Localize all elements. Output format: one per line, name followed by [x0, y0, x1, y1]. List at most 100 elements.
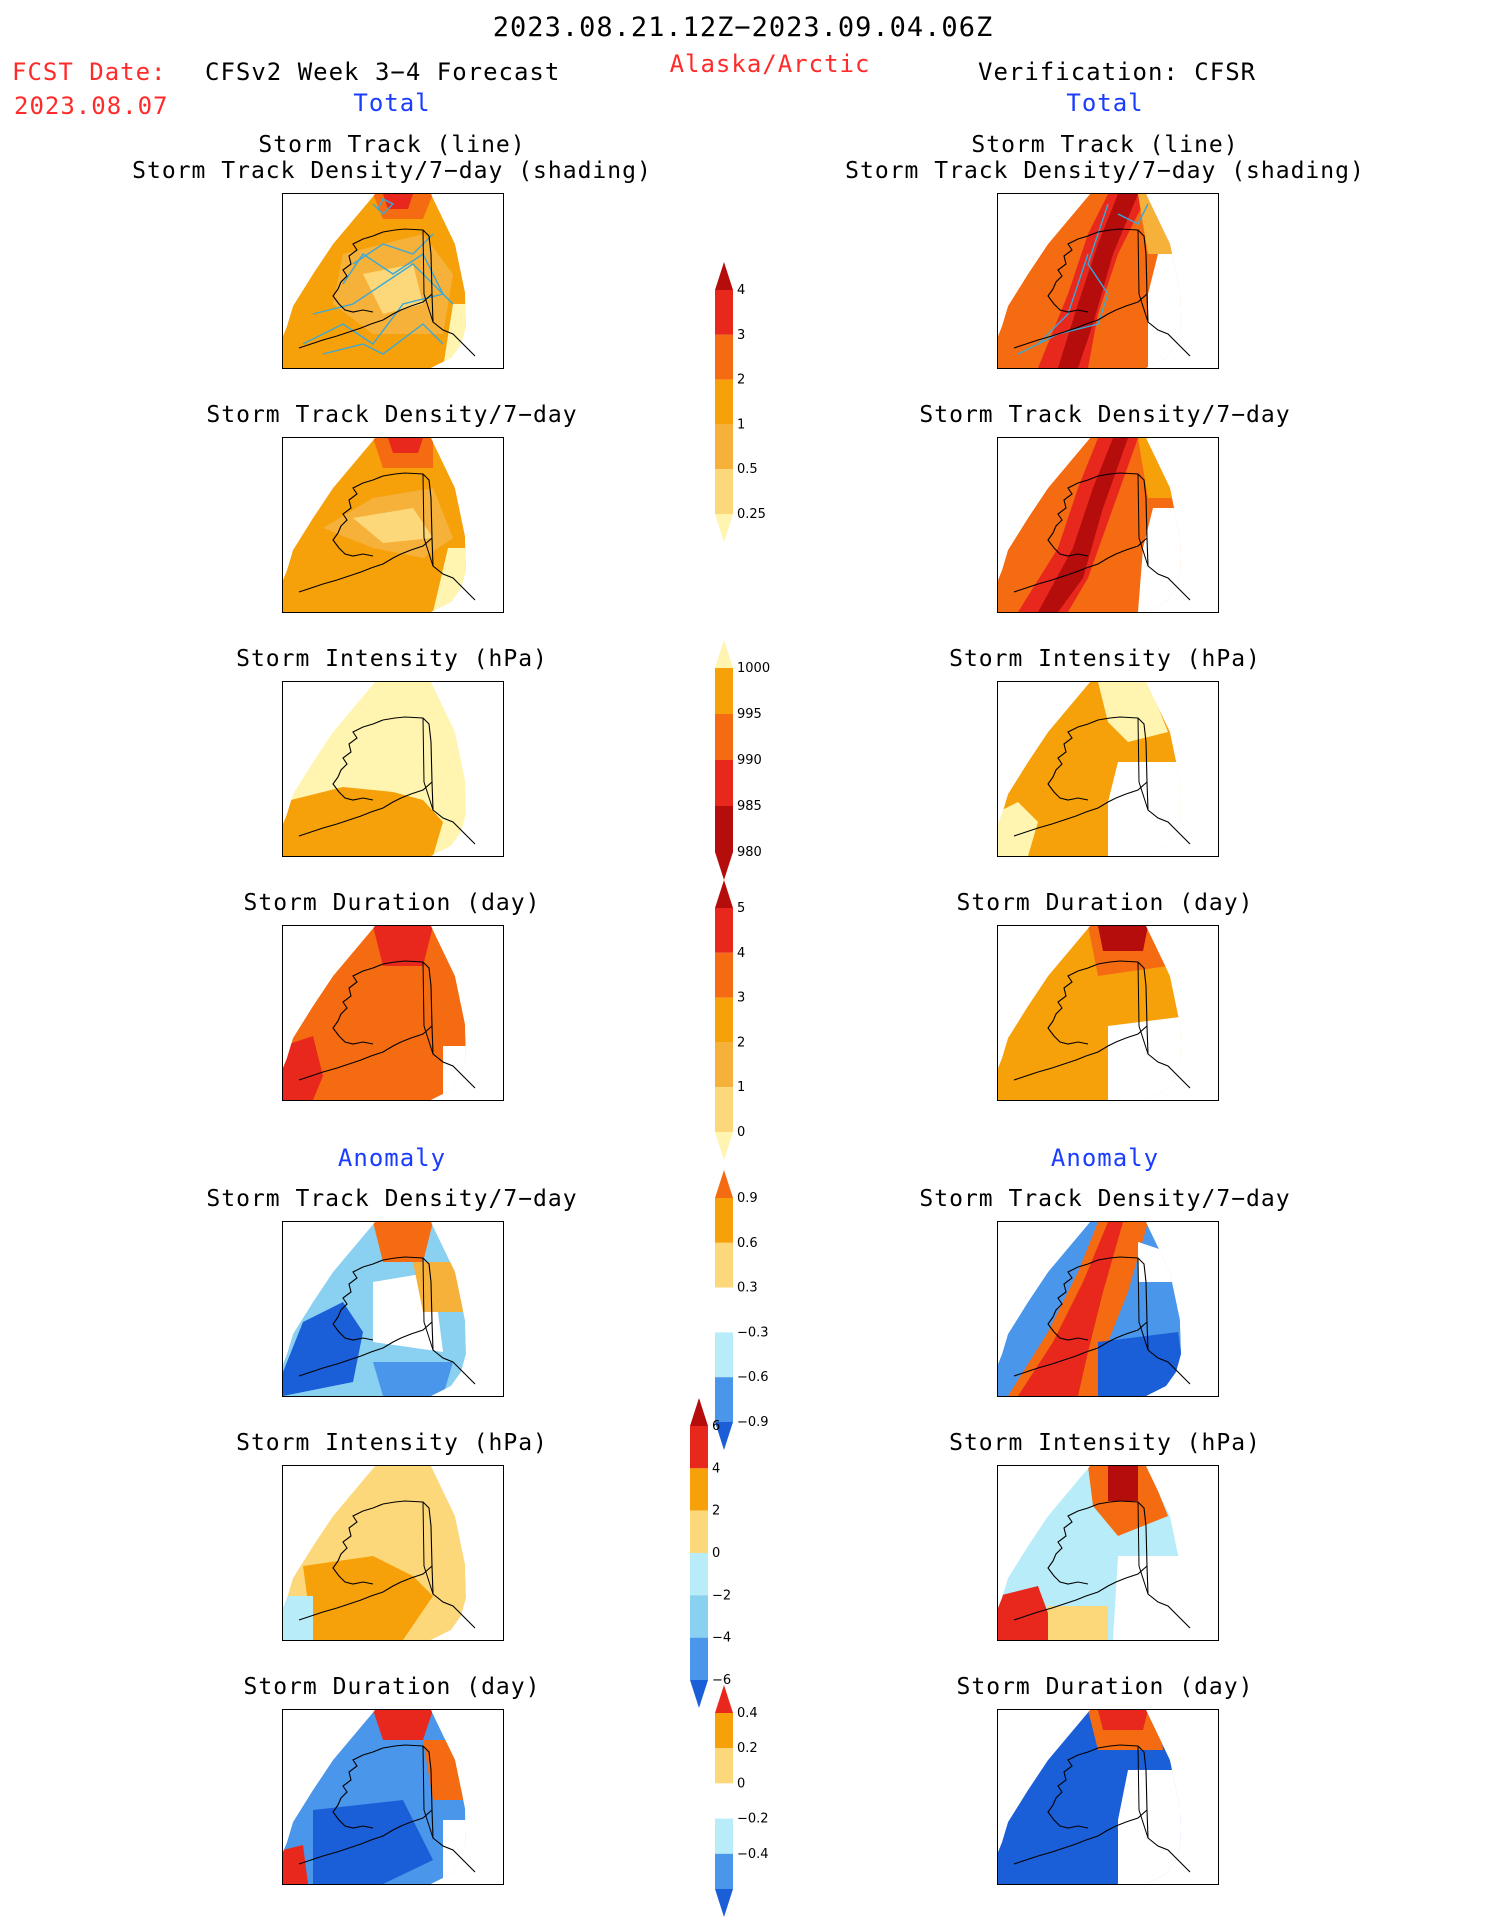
total-left-label: Total [353, 89, 431, 117]
colorbar-top-arrow [715, 1685, 733, 1713]
map-anom-intensity-verification [997, 1465, 1219, 1641]
colorbar-tick-label: 990 [737, 753, 762, 768]
colorbar-duration: 5 4 3 2 1 0 [715, 880, 775, 1160]
colorbar-tick-label: 0.9 [737, 1191, 758, 1206]
panel-title-anom-density-left: Storm Track Density/7−day [206, 1186, 578, 1212]
panel-title-density-right: Storm Track Density/7−day [919, 402, 1291, 428]
colorbar-segment [715, 469, 733, 514]
fcst-date-value: 2023.08.07 [14, 92, 169, 120]
colorbar-top-arrow [715, 1170, 733, 1198]
panel-title-anom-duration-left: Storm Duration (day) [243, 1674, 541, 1700]
date-range-title: 2023.08.21.12Z−2023.09.04.06Z [492, 12, 994, 43]
colorbar-anom-intensity: 6 4 2 0 −2 −4 −6 [690, 1398, 750, 1708]
anomaly-left-label: Anomaly [337, 1144, 447, 1172]
panel-title-intensity-right: Storm Intensity (hPa) [949, 646, 1261, 672]
colorbar-tick-label: 4 [712, 1461, 720, 1476]
colorbar-segment [715, 952, 733, 998]
panel-title-duration-right: Storm Duration (day) [956, 890, 1254, 916]
colorbar-tick-label: 2 [737, 373, 745, 388]
colorbar-tick-label: 5 [737, 901, 745, 916]
map-intensity-forecast [282, 681, 504, 857]
map-anom-intensity-forecast [282, 1465, 504, 1641]
map-anom-duration-forecast [282, 1709, 504, 1885]
panel-title-anom-intensity-left: Storm Intensity (hPa) [236, 1430, 548, 1456]
colorbar-tick-label: 0.25 [737, 507, 766, 522]
colorbar-tick-label: 1000 [737, 661, 770, 676]
colorbar-tick-label: 0 [712, 1546, 720, 1561]
colorbar-tick-label: 4 [737, 283, 745, 298]
colorbar-top-arrow [715, 262, 733, 290]
colorbar-bottom-arrow [715, 852, 733, 880]
colorbar-top-arrow [715, 640, 733, 668]
panel-title-density-left: Storm Track Density/7−day [206, 402, 578, 428]
colorbar-segment [690, 1426, 708, 1469]
colorbar-tick-label: −6 [712, 1673, 731, 1688]
colorbar-tick-label: −2 [712, 1588, 731, 1603]
colorbar-tick-label: 995 [737, 707, 762, 722]
colorbar-tick-label: 2 [737, 1035, 745, 1050]
map-density-forecast [282, 437, 504, 613]
colorbar-segment [715, 806, 733, 852]
colorbar-anom-duration: 0.4 0.2 0 −0.2 −0.4 [715, 1685, 775, 1917]
verification-title: Verification: CFSR [978, 58, 1257, 86]
colorbar-bottom-arrow [690, 1680, 708, 1708]
colorbar-tick-label: 980 [737, 845, 762, 860]
colorbar-tick-label: 1 [737, 417, 745, 432]
colorbar-segment [690, 1510, 708, 1553]
region-title: Alaska/Arctic [669, 50, 871, 78]
colorbar-intensity: 1000 995 990 985 980 [715, 640, 775, 880]
panel-title-intensity-left: Storm Intensity (hPa) [236, 646, 548, 672]
colorbar-segment [715, 379, 733, 425]
map-anom-duration-verification [997, 1709, 1219, 1885]
colorbar-top-arrow [715, 880, 733, 908]
colorbar-segment [715, 1332, 733, 1378]
colorbar-segment [715, 290, 733, 335]
panel-title-track-shading-right: Storm Track Density/7−day (shading) [845, 158, 1365, 184]
colorbar-segment [715, 424, 733, 470]
map-anom-density-verification [997, 1221, 1219, 1397]
colorbar-segment [690, 1595, 708, 1638]
colorbar-tick-label: −0.9 [737, 1415, 769, 1430]
colorbar-bottom-arrow [715, 1132, 733, 1160]
colorbar-density: 4 3 2 1 0.5 0.25 [715, 262, 775, 542]
colorbar-tick-label: −4 [712, 1631, 731, 1646]
colorbar-tick-label: 0 [737, 1776, 745, 1791]
colorbar-segment [715, 1287, 733, 1333]
panel-title-duration-left: Storm Duration (day) [243, 890, 541, 916]
colorbar-segment [690, 1637, 708, 1680]
map-track-verification [997, 193, 1219, 369]
colorbar-tick-label: 2 [712, 1504, 720, 1519]
colorbar-tick-label: 0.6 [737, 1236, 758, 1251]
colorbar-tick-label: 6 [712, 1419, 720, 1434]
panel-title-anom-density-right: Storm Track Density/7−day [919, 1186, 1291, 1212]
colorbar-tick-label: 1 [737, 1080, 745, 1095]
forecast-title: CFSv2 Week 3−4 Forecast [205, 58, 561, 86]
colorbar-bottom-arrow [715, 1889, 733, 1917]
colorbar-tick-label: 0.4 [737, 1706, 758, 1721]
colorbar-segment [690, 1468, 708, 1511]
colorbar-segment [715, 1042, 733, 1088]
panel-title-anom-intensity-right: Storm Intensity (hPa) [949, 1430, 1261, 1456]
panel-title-track-line-left: Storm Track (line) [258, 132, 526, 158]
colorbar-segment [715, 1087, 733, 1132]
fcst-date-label: FCST Date: [12, 58, 167, 86]
colorbar-top-arrow [690, 1398, 708, 1426]
map-density-verification [997, 437, 1219, 613]
colorbar-segment [715, 1853, 733, 1889]
panel-title-track-shading-left: Storm Track Density/7−day (shading) [132, 158, 652, 184]
total-right-label: Total [1066, 89, 1144, 117]
colorbar-tick-label: −0.6 [737, 1370, 769, 1385]
colorbar-segment [690, 1553, 708, 1596]
colorbar-segment [715, 1242, 733, 1288]
colorbar-segment [715, 714, 733, 760]
anomaly-right-label: Anomaly [1050, 1144, 1160, 1172]
map-intensity-verification [997, 681, 1219, 857]
colorbar-segment [715, 1783, 733, 1819]
colorbar-tick-label: 0.3 [737, 1281, 758, 1296]
colorbar-tick-label: 0 [737, 1125, 745, 1140]
panel-title-anom-duration-right: Storm Duration (day) [956, 1674, 1254, 1700]
map-anom-density-forecast [282, 1221, 504, 1397]
colorbar-tick-label: 985 [737, 799, 762, 814]
colorbar-segment [715, 1748, 733, 1784]
colorbar-segment [715, 334, 733, 380]
